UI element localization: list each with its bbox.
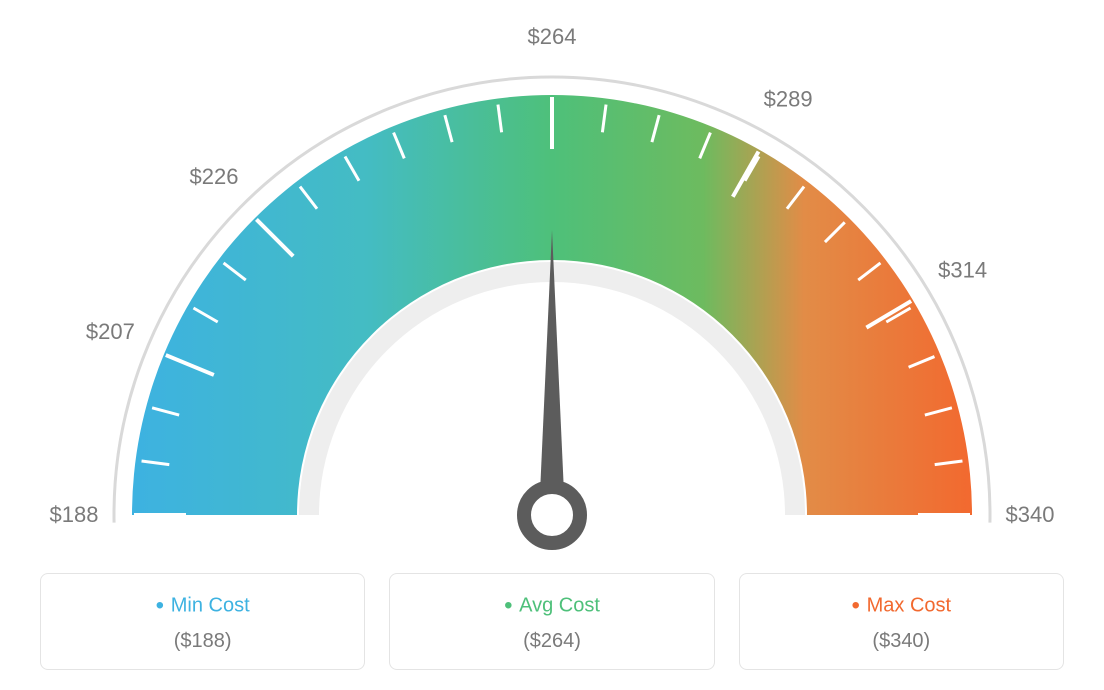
legend-card-avg: Avg Cost ($264) [389, 573, 714, 670]
gauge-tick-label: $188 [50, 502, 99, 527]
legend-max-value: ($340) [750, 630, 1053, 653]
legend-card-max: Max Cost ($340) [739, 573, 1064, 670]
gauge-tick-label: $340 [1006, 502, 1055, 527]
gauge-tick-label: $314 [938, 257, 987, 282]
gauge-tick-label: $207 [86, 319, 135, 344]
legend-card-min: Min Cost ($188) [40, 573, 365, 670]
legend-min-value: ($188) [51, 630, 354, 653]
legend-row: Min Cost ($188) Avg Cost ($264) Max Cost… [0, 573, 1104, 670]
gauge-container: $188 $207 $226 $264 $289 $314 $340 [0, 0, 1104, 570]
gauge-hub [524, 487, 580, 543]
legend-avg-label: Avg Cost [400, 592, 703, 620]
gauge-tick-label: $226 [190, 164, 239, 189]
cost-gauge: $188 $207 $226 $264 $289 $314 $340 [0, 10, 1104, 580]
legend-avg-value: ($264) [400, 630, 703, 653]
legend-min-label: Min Cost [51, 592, 354, 620]
gauge-tick-label: $264 [528, 24, 577, 49]
gauge-tick-label: $289 [764, 86, 813, 111]
legend-max-label: Max Cost [750, 592, 1053, 620]
